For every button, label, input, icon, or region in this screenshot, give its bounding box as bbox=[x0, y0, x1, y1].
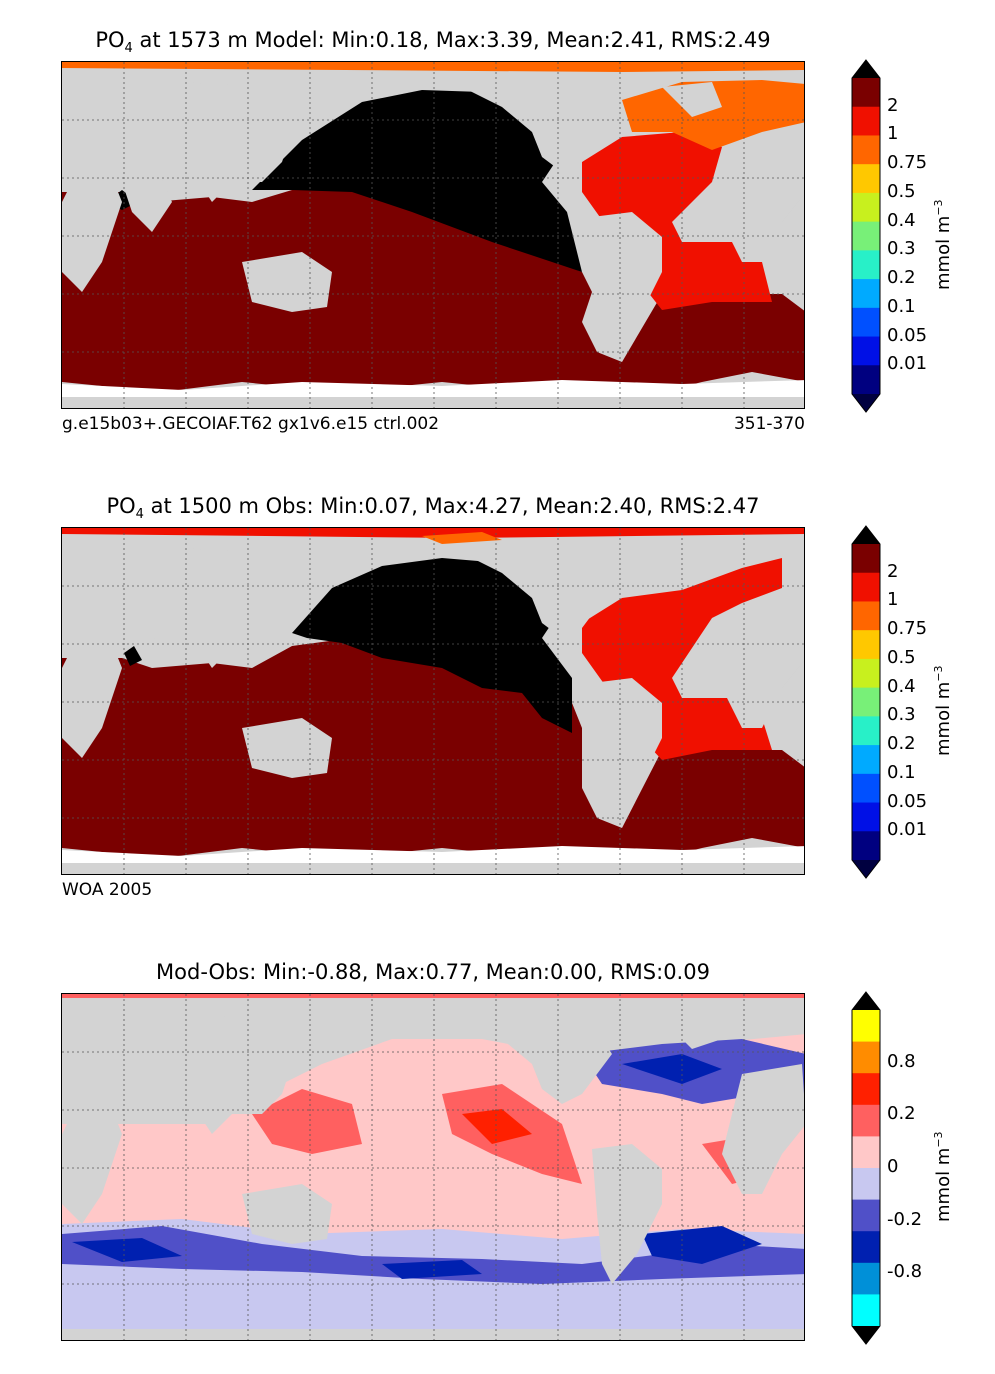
colorbar-under-arrow bbox=[852, 860, 880, 878]
colorbar-tick-label: 1 bbox=[887, 589, 899, 611]
colorbar-segment bbox=[852, 716, 880, 746]
colorbar-segment bbox=[852, 279, 880, 309]
colorbar-tick-label: 0.01 bbox=[887, 353, 928, 375]
colorbar-over-arrow bbox=[852, 526, 880, 544]
colorbar-tick-label: 0.1 bbox=[887, 295, 916, 317]
colorbar-segment bbox=[852, 544, 880, 574]
colorbar-segment bbox=[852, 135, 880, 165]
colorbar-unit: mmol m−3 bbox=[932, 199, 954, 290]
colorbar-under-arrow bbox=[852, 1326, 880, 1344]
colorbar-segment bbox=[852, 1294, 880, 1327]
colorbar-tick-label: 0.01 bbox=[887, 819, 928, 841]
colorbar-tick-label: 0.4 bbox=[887, 209, 916, 231]
colorbar-unit: mmol m−3 bbox=[932, 665, 954, 756]
colorbar-tick-label: 0.2 bbox=[887, 733, 916, 755]
colorbar-tick-label: 0.2 bbox=[887, 267, 916, 289]
panel-title: Mod-Obs: Min:-0.88, Max:0.77, Mean:0.00,… bbox=[156, 960, 710, 984]
colorbar-tick-label: 2 bbox=[887, 560, 899, 582]
colorbar-over-arrow bbox=[852, 60, 880, 78]
colorbar-segment bbox=[852, 1104, 880, 1137]
colorbar-segment bbox=[852, 307, 880, 338]
colorbar bbox=[851, 991, 881, 1345]
map-diff bbox=[61, 993, 805, 1341]
colorbar-segment bbox=[852, 745, 880, 775]
colorbar-tick-label: 0.05 bbox=[887, 790, 928, 812]
panel-diff: Mod-Obs: Min:-0.88, Max:0.77, Mean:0.00,… bbox=[0, 932, 995, 1374]
colorbar-over-arrow bbox=[852, 992, 880, 1010]
caption-source: WOA 2005 bbox=[62, 880, 153, 900]
map-model bbox=[61, 61, 805, 409]
colorbar-segment bbox=[852, 192, 880, 223]
colorbar-segment bbox=[852, 1231, 880, 1264]
colorbar bbox=[851, 59, 881, 413]
colorbar-tick-label: 0.75 bbox=[887, 152, 928, 174]
colorbar-segment bbox=[852, 1199, 880, 1232]
colorbar-tick-label: 0.5 bbox=[887, 180, 916, 202]
colorbar-segment bbox=[852, 221, 880, 251]
caption-case: g.e15b03+.GECOIAF.T62 gx1v6.e15 ctrl.002 bbox=[62, 414, 440, 434]
colorbar-segment bbox=[852, 1073, 880, 1106]
map-obs bbox=[61, 527, 805, 875]
colorbar-segment bbox=[852, 1168, 880, 1201]
colorbar-tick-label: 2 bbox=[887, 94, 899, 116]
colorbar-tick-label: 0.2 bbox=[887, 1103, 916, 1125]
colorbar-segment bbox=[852, 365, 880, 395]
colorbar-segment bbox=[852, 78, 880, 108]
caption-years: 351-370 bbox=[733, 414, 805, 434]
colorbar-segment bbox=[852, 630, 880, 660]
colorbar-segment bbox=[852, 336, 880, 366]
panel-title: PO4 at 1500 m Obs: Min:0.07, Max:4.27, M… bbox=[106, 494, 760, 523]
colorbar-segment bbox=[852, 106, 880, 136]
panel-obs: PO4 at 1500 m Obs: Min:0.07, Max:4.27, M… bbox=[0, 466, 995, 926]
colorbar-unit: mmol m−3 bbox=[932, 1131, 954, 1222]
colorbar-segment bbox=[852, 802, 880, 832]
colorbar-under-arrow bbox=[852, 394, 880, 412]
colorbar-segment bbox=[852, 773, 880, 804]
colorbar-segment bbox=[852, 1262, 880, 1295]
colorbar-tick-label: 0.3 bbox=[887, 704, 916, 726]
colorbar-tick-label: 0.5 bbox=[887, 646, 916, 668]
colorbar-tick-label: 0.1 bbox=[887, 761, 916, 783]
colorbar-tick-label: 0.8 bbox=[887, 1050, 916, 1072]
colorbar-segment bbox=[852, 164, 880, 194]
colorbar-tick-label: 0.05 bbox=[887, 324, 928, 346]
colorbar-tick-label: 0.4 bbox=[887, 675, 916, 697]
colorbar-tick-label: 0 bbox=[887, 1156, 899, 1177]
colorbar-segment bbox=[852, 831, 880, 861]
colorbar-tick-label: -0.2 bbox=[887, 1208, 923, 1230]
colorbar bbox=[851, 525, 881, 879]
colorbar-tick-label: 0.3 bbox=[887, 238, 916, 260]
colorbar-segment bbox=[852, 572, 880, 602]
colorbar-segment bbox=[852, 1041, 880, 1074]
colorbar-tick-label: -0.8 bbox=[887, 1261, 923, 1283]
colorbar-tick-label: 0.75 bbox=[887, 618, 928, 640]
colorbar-segment bbox=[852, 1136, 880, 1169]
colorbar-segment bbox=[852, 250, 880, 280]
panel-model: PO4 at 1573 m Model: Min:0.18, Max:3.39,… bbox=[0, 0, 995, 450]
colorbar-segment bbox=[852, 687, 880, 717]
colorbar-segment bbox=[852, 1010, 880, 1043]
colorbar-segment bbox=[852, 601, 880, 631]
colorbar-segment bbox=[852, 658, 880, 689]
panel-title: PO4 at 1573 m Model: Min:0.18, Max:3.39,… bbox=[95, 28, 771, 57]
colorbar-tick-label: 1 bbox=[887, 123, 899, 145]
